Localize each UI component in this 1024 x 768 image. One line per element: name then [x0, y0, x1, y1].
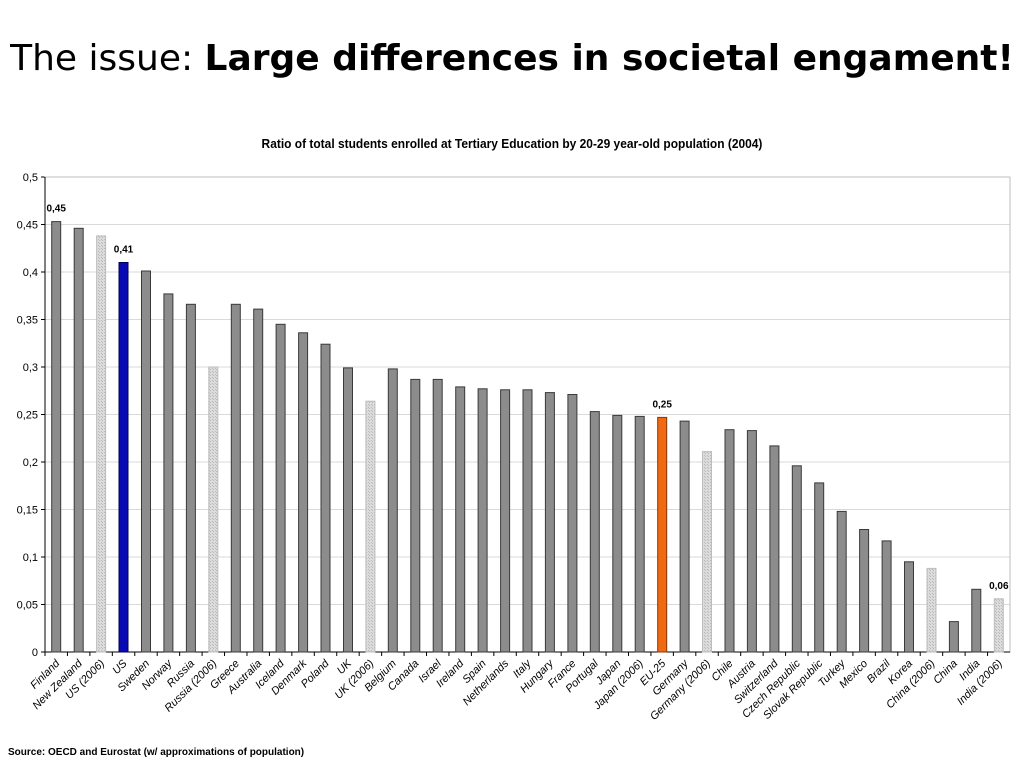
bar-uk — [343, 367, 353, 653]
bar-india — [971, 588, 982, 653]
y-tick-label: 0,5 — [23, 172, 38, 184]
y-tick-label: 0,2 — [23, 457, 38, 469]
bar-us-2006 — [96, 235, 107, 653]
bar-finland — [51, 221, 62, 653]
y-tick-label: 0,1 — [23, 552, 38, 564]
bar-uk-2006 — [365, 400, 376, 653]
bar-portugal — [589, 411, 600, 653]
y-tick-label: 0,3 — [23, 362, 38, 374]
slide-title: The issue: Large differences in societal… — [0, 38, 1024, 79]
bar-czech-republic — [791, 465, 802, 653]
bar-poland — [320, 343, 331, 653]
data-label: 0,41 — [114, 245, 134, 256]
y-tick-label: 0,15 — [17, 505, 38, 517]
bar-russia — [185, 303, 196, 653]
bar-denmark — [298, 332, 309, 653]
bar-japan — [612, 414, 623, 653]
source-note: Source: OECD and Eurostat (w/ approximat… — [8, 747, 305, 758]
y-tick-label: 0,45 — [17, 220, 38, 232]
bar-eu-25 — [657, 416, 668, 653]
bar-brazil — [881, 540, 892, 653]
slide-title-emphasis: Large differences in societal engament! — [204, 38, 1014, 79]
bar-germany-2006 — [702, 451, 712, 653]
bar-ireland — [455, 386, 466, 653]
y-tick-label: 0,25 — [17, 410, 38, 422]
bar-new-zealand — [73, 227, 84, 653]
chart-title: Ratio of total students enrolled at Tert… — [261, 136, 763, 151]
bar-israel — [432, 378, 443, 653]
bar-russia-2006 — [208, 366, 219, 653]
bar-india-2006 — [993, 598, 1004, 653]
bar-hungary — [544, 392, 555, 653]
data-label: 0,45 — [46, 204, 66, 215]
bar-belgium — [387, 368, 398, 653]
y-tick-label: 0,35 — [17, 315, 38, 327]
bar-germany — [679, 420, 690, 653]
bar-china-2006 — [926, 567, 937, 653]
bar-greece — [230, 303, 241, 653]
bar-japan-2006 — [634, 415, 645, 653]
bar-sweden — [141, 270, 151, 653]
bar-norway — [163, 293, 174, 653]
bar-us — [118, 262, 129, 653]
y-tick-label: 0 — [32, 647, 38, 659]
bar-turkey — [836, 510, 847, 653]
bar-canada — [410, 378, 421, 653]
bar-chile — [724, 429, 735, 653]
bar-italy — [522, 389, 533, 653]
bar-mexico — [859, 529, 870, 653]
data-label: 0,06 — [989, 581, 1009, 592]
x-tick-label: China — [931, 658, 960, 687]
bar-spain — [477, 388, 488, 653]
bar-china — [948, 621, 959, 653]
y-tick-label: 0,4 — [23, 267, 38, 279]
y-tick-label: 0,05 — [17, 600, 38, 612]
bar-switzerland — [769, 445, 780, 653]
bar-iceland — [275, 323, 286, 653]
bar-france — [567, 394, 578, 653]
bar-netherlands — [500, 389, 511, 653]
slide-title-prefix: The issue: — [10, 38, 205, 79]
data-label: 0,25 — [652, 399, 672, 410]
bar-korea — [904, 561, 914, 653]
bar-austria — [746, 430, 757, 653]
bar-slovak-republic — [814, 482, 825, 653]
bar-australia — [253, 308, 264, 653]
